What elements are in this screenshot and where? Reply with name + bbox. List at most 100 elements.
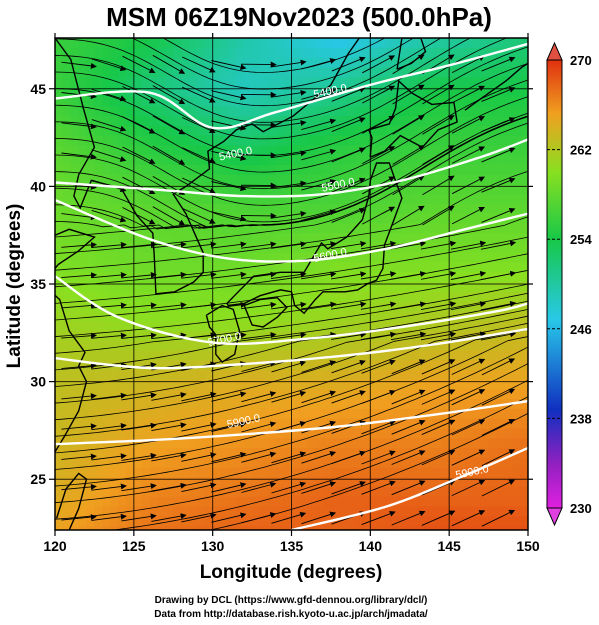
temperature-cell	[520, 301, 528, 312]
temperature-cell	[173, 301, 182, 312]
temperature-cell	[165, 252, 174, 264]
temperature-cell	[94, 408, 103, 420]
temperature-cell	[102, 291, 111, 303]
temperature-cell	[141, 291, 151, 303]
temperature-cell	[472, 457, 482, 469]
temperature-cell	[401, 340, 411, 351]
temperature-cell	[488, 360, 498, 371]
temperature-cell	[520, 438, 528, 449]
temperature-cell	[55, 360, 64, 371]
temperature-cell	[189, 213, 198, 225]
temperature-cell	[520, 496, 528, 508]
temperature-cell	[299, 194, 308, 205]
wind-arrow	[360, 331, 397, 341]
temperature-cell	[464, 399, 474, 410]
temperature-cell	[291, 57, 300, 68]
temperature-cell	[449, 38, 458, 49]
temperature-cell	[330, 428, 340, 439]
temperature-cell	[378, 487, 387, 498]
temperature-cell	[165, 399, 174, 410]
temperature-cell	[464, 369, 474, 381]
temperature-cell	[386, 135, 395, 146]
temperature-cell	[220, 194, 230, 205]
temperature-cell	[55, 233, 64, 244]
temperature-cell	[133, 428, 143, 439]
temperature-cell	[315, 487, 324, 498]
temperature-cell	[441, 213, 450, 225]
temperature-cell	[488, 399, 498, 410]
wind-arrow	[391, 419, 426, 435]
temperature-cell	[425, 125, 434, 137]
temperature-cell	[386, 360, 395, 371]
temperature-cell	[228, 272, 237, 283]
temperature-cell	[417, 96, 427, 107]
wind-arrow	[301, 209, 337, 221]
temperature-cell	[125, 252, 135, 264]
temperature-cell	[330, 47, 340, 59]
temperature-cell	[338, 155, 348, 166]
temperature-cell	[157, 233, 166, 244]
temperature-cell	[244, 213, 253, 225]
temperature-cell	[94, 125, 103, 137]
temperature-cell	[275, 360, 285, 371]
temperature-cell	[252, 496, 261, 508]
temperature-cell	[370, 243, 379, 254]
temperature-cell	[133, 448, 143, 459]
temperature-cell	[55, 252, 64, 264]
temperature-cell	[362, 311, 371, 322]
temperature-cell	[346, 213, 356, 225]
temperature-cell	[409, 135, 419, 146]
temperature-cell	[133, 418, 143, 430]
temperature-cell	[196, 135, 206, 146]
temperature-cell	[236, 125, 245, 137]
temperature-cell	[78, 448, 88, 459]
temperature-cell	[62, 428, 72, 439]
temperature-cell	[275, 477, 285, 488]
temperature-cell	[204, 243, 214, 254]
wind-arrow	[421, 389, 456, 405]
temperature-cell	[125, 399, 135, 410]
temperature-cell	[425, 369, 434, 381]
temperature-cell	[110, 155, 119, 166]
temperature-cell	[433, 38, 442, 49]
temperature-cell	[417, 379, 427, 391]
temperature-cell	[512, 96, 521, 107]
temperature-cell	[189, 350, 198, 361]
temperature-cell	[520, 223, 528, 234]
temperature-cell	[86, 379, 96, 391]
temperature-cell	[141, 223, 151, 234]
temperature-cell	[283, 340, 293, 351]
temperature-cell	[157, 262, 166, 273]
wind-arrow	[421, 510, 456, 526]
temperature-cell	[110, 301, 119, 312]
temperature-cell	[338, 360, 348, 371]
temperature-cell	[259, 369, 269, 381]
temperature-cell	[165, 282, 174, 293]
temperature-cell	[244, 125, 253, 137]
temperature-cell	[157, 457, 166, 469]
temperature-cell	[291, 487, 300, 498]
temperature-cell	[315, 321, 324, 332]
temperature-cell	[315, 457, 324, 469]
temperature-cell	[275, 506, 285, 517]
temperature-cell	[346, 340, 356, 351]
temperature-cell	[86, 243, 96, 254]
temperature-cell	[323, 438, 332, 449]
temperature-cell	[78, 282, 88, 293]
temperature-cell	[488, 477, 498, 488]
temperature-cell	[378, 57, 387, 68]
temperature-cell	[433, 291, 442, 303]
temperature-cell	[441, 360, 450, 371]
temperature-cell	[165, 125, 174, 137]
wind-arrow	[211, 181, 247, 192]
temperature-cell	[370, 194, 379, 205]
temperature-cell	[102, 477, 111, 488]
streamline	[55, 322, 528, 437]
temperature-cell	[354, 86, 364, 98]
wind-arrow	[271, 150, 307, 159]
temperature-cell	[330, 282, 340, 293]
temperature-cell	[354, 282, 364, 293]
temperature-cell	[338, 399, 348, 410]
temperature-cell	[283, 272, 293, 283]
temperature-cell	[181, 282, 190, 293]
